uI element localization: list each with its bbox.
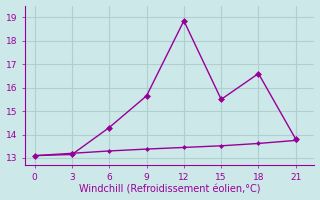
X-axis label: Windchill (Refroidissement éolien,°C): Windchill (Refroidissement éolien,°C) xyxy=(79,184,260,194)
